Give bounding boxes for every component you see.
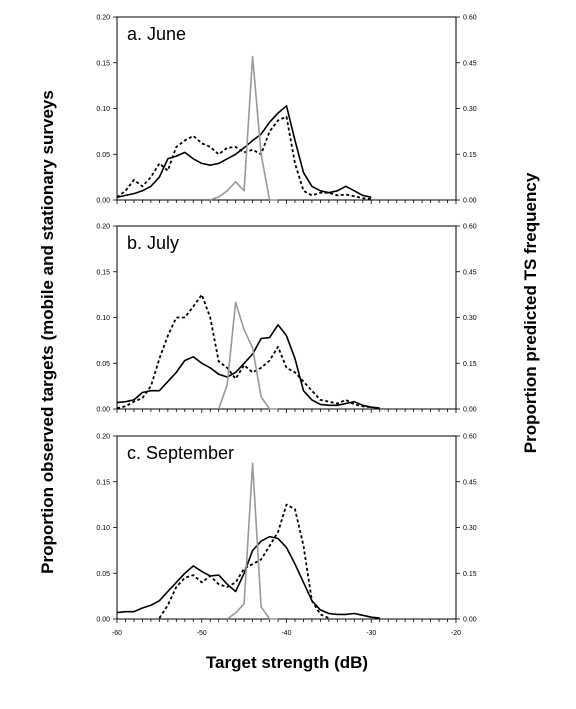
y-right-tick-label: 0.00 (463, 407, 477, 414)
y-right-tick-label: 0.00 (463, 617, 477, 624)
y-left-tick-label: 0.20 (96, 224, 110, 231)
y-left-tick-label: 0.10 (96, 106, 110, 113)
y-left-tick-label: 0.20 (96, 15, 110, 22)
y-right-tick-label: 0.45 (463, 479, 477, 486)
y-right-tick-label: 0.30 (463, 106, 477, 113)
right-axis-label: Proportion predicted TS frequency (521, 172, 540, 453)
stationary-series-line (158, 503, 330, 619)
predicted-series-line (217, 301, 278, 410)
y-left-tick-label: 0.15 (96, 479, 110, 486)
panel-3: 0.00 0.05 0.10 0.15 0.20 0.00 0.15 0.30 0.45 0.60… (96, 434, 476, 638)
y-right-tick-label: 0.60 (463, 15, 477, 22)
x-tick-label: -20 (451, 630, 461, 637)
y-left-tick-label: 0.15 (96, 269, 110, 276)
panel-title: b. July (127, 233, 179, 253)
mobile-series-line (116, 105, 372, 199)
y-left-tick-label: 0.05 (96, 361, 110, 368)
panel-title: c. September (127, 443, 234, 463)
y-right-tick-label: 0.00 (463, 198, 477, 205)
mobile-series-line (116, 323, 380, 409)
y-right-tick-label: 0.30 (463, 525, 477, 532)
y-right-tick-label: 0.45 (463, 269, 477, 276)
x-tick-label: -40 (281, 630, 291, 637)
y-left-tick-label: 0.00 (96, 198, 110, 205)
predicted-series-line (226, 462, 278, 620)
y-left-tick-label: 0.00 (96, 407, 110, 414)
y-left-tick-label: 0.05 (96, 152, 110, 159)
predicted-series-line (209, 55, 278, 201)
panel-1: 0.00 0.05 0.10 0.15 0.20 0.00 0.15 0.30 0.45 0.60… (96, 15, 476, 205)
x-tick-label: -50 (197, 630, 207, 637)
y-left-tick-label: 0.20 (96, 434, 110, 441)
y-right-tick-label: 0.60 (463, 434, 477, 441)
y-right-tick-label: 0.15 (463, 571, 477, 578)
panel-title: a. June (127, 24, 186, 44)
y-right-tick-label: 0.15 (463, 361, 477, 368)
y-left-tick-label: 0.10 (96, 315, 110, 322)
y-right-tick-label: 0.60 (463, 224, 477, 231)
y-left-tick-label: 0.00 (96, 617, 110, 624)
x-tick-label: -60 (112, 630, 122, 637)
y-left-tick-label: 0.10 (96, 525, 110, 532)
x-axis-label: Target strength (dB) (206, 653, 368, 672)
mobile-series-line (116, 535, 380, 619)
panels: 0.00 0.05 0.10 0.15 0.20 0.00 0.15 0.30 0.45 0.60… (96, 15, 476, 638)
left-axis-label: Proportion observed targets (mobile and … (38, 90, 57, 574)
y-left-tick-label: 0.15 (96, 60, 110, 67)
x-tick-label: -30 (366, 630, 376, 637)
y-right-tick-label: 0.15 (463, 152, 477, 159)
panel-2: 0.00 0.05 0.10 0.15 0.20 0.00 0.15 0.30 0.45 0.60… (96, 224, 476, 414)
y-right-tick-label: 0.30 (463, 315, 477, 322)
y-left-tick-label: 0.05 (96, 571, 110, 578)
y-right-tick-label: 0.45 (463, 60, 477, 67)
